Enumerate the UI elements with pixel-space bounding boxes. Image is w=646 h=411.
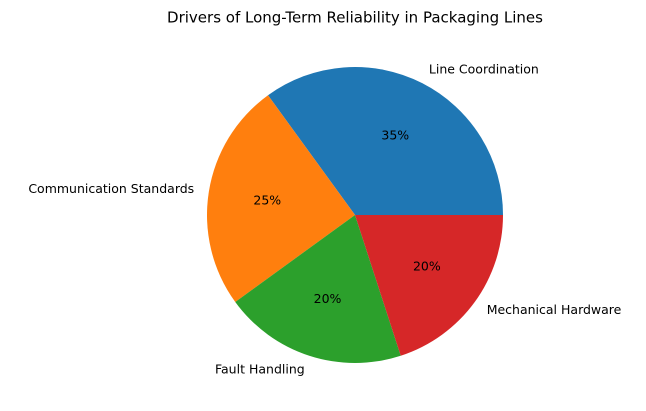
pie-slice (268, 67, 503, 216)
slice-percent: 35% (381, 127, 409, 142)
slice-label: Mechanical Hardware (487, 302, 622, 317)
pie-slice (355, 215, 503, 356)
slice-label: Line Coordination (429, 61, 539, 76)
pie-slice (207, 95, 355, 302)
slice-percent: 25% (253, 193, 281, 208)
slice-percent: 20% (314, 291, 342, 306)
slice-label: Fault Handling (215, 361, 305, 376)
slice-percent: 20% (413, 259, 441, 274)
slice-label: Communication Standards (28, 181, 194, 196)
pie-slice (235, 215, 401, 363)
chart-title: Drivers of Long-Term Reliability in Pack… (167, 9, 543, 27)
